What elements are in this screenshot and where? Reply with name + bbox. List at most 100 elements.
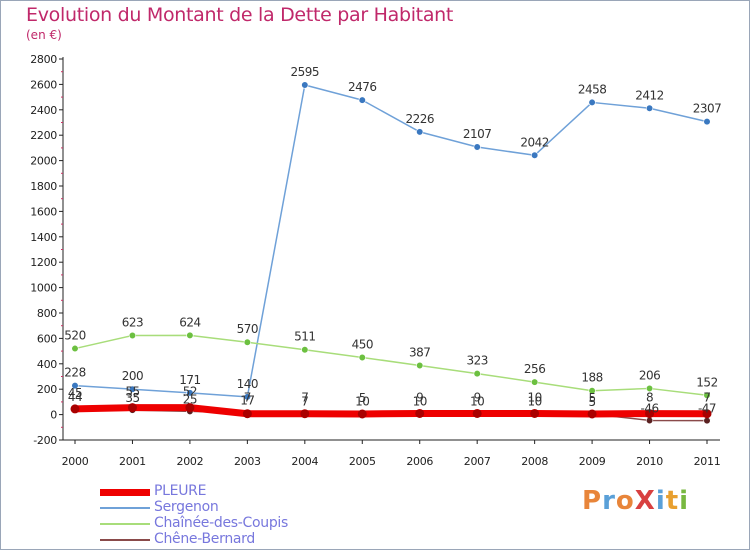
series-line-pleure xyxy=(71,404,711,418)
data-label-chainee-des-coupis: 511 xyxy=(294,330,315,344)
data-label-pleure: 9 xyxy=(416,390,423,404)
y-tick-label: 200 xyxy=(37,383,57,396)
legend-swatch xyxy=(100,523,150,525)
data-label-sergenon: 2107 xyxy=(463,127,492,141)
y-tick-label: 1200 xyxy=(30,256,57,269)
data-point-chainee-des-coupis xyxy=(531,378,539,386)
data-point-chainee-des-coupis xyxy=(243,338,251,346)
data-point-chainee-des-coupis xyxy=(645,384,654,393)
data-point-chainee-des-coupis xyxy=(416,361,424,370)
data-label-sergenon: 2307 xyxy=(693,102,722,116)
legend-label: Chaînée-des-Coupis xyxy=(154,515,288,531)
legend-label: PLEURE xyxy=(154,483,207,499)
data-label-pleure: 5 xyxy=(359,391,366,405)
data-point-sergenon xyxy=(243,393,251,401)
logo-letter: i xyxy=(679,486,690,516)
x-tick-label: 2008 xyxy=(521,455,548,468)
data-point-chainee-des-coupis xyxy=(71,344,79,353)
data-point-pleure xyxy=(530,408,540,418)
data-point-chainee-des-coupis xyxy=(473,369,481,378)
data-label-chainee-des-coupis: 623 xyxy=(122,315,143,329)
line-chart: -200 0 200 400 600 800 1000 1200 1400 1600 1800 200… xyxy=(30,53,722,468)
chart-subtitle: (en €) xyxy=(26,28,62,42)
logo-letter: o xyxy=(615,486,635,516)
data-point-chainee-des-coupis xyxy=(128,331,137,340)
logo-letter: i xyxy=(655,486,666,516)
data-point-pleure xyxy=(357,409,367,419)
logo-letter: r xyxy=(602,486,616,516)
data-point-pleure xyxy=(70,404,80,414)
x-tick-label: 2011 xyxy=(694,455,721,468)
data-point-sergenon xyxy=(301,81,309,89)
data-label-chainee-des-coupis: 152 xyxy=(696,375,717,389)
data-point-sergenon xyxy=(473,143,481,151)
data-label-chene-bernard: -46 xyxy=(640,401,658,415)
x-tick-label: 2010 xyxy=(636,455,663,468)
data-point-chainee-des-coupis xyxy=(703,391,711,399)
legend-item-pleure: PLEURE xyxy=(100,483,360,500)
data-point-pleure xyxy=(127,403,137,413)
data-label-chene-bernard: -47 xyxy=(698,402,716,416)
data-label-chainee-des-coupis: 450 xyxy=(352,337,373,351)
data-label-sergenon: 2412 xyxy=(635,88,664,102)
data-point-chainee-des-coupis xyxy=(186,331,194,339)
data-point-sergenon xyxy=(71,382,79,390)
data-label-chene-bernard: 17 xyxy=(240,393,254,407)
data-point-chainee-des-coupis xyxy=(588,387,596,395)
data-point-pleure xyxy=(185,403,195,413)
data-label-sergenon: 2042 xyxy=(520,135,549,149)
y-tick-label: 2400 xyxy=(30,104,57,117)
data-label-pleure: 7 xyxy=(301,391,308,405)
data-label-pleure: 55 xyxy=(125,385,139,399)
y-tick-label: 400 xyxy=(37,358,57,371)
data-label-chainee-des-coupis: 256 xyxy=(524,362,545,376)
data-label-pleure: 52 xyxy=(183,385,197,399)
x-tick-label: 2006 xyxy=(406,455,433,468)
data-label-chainee-des-coupis: 206 xyxy=(639,368,660,382)
data-label-chainee-des-coupis: 188 xyxy=(581,371,602,385)
data-label-chene-bernard: 25 xyxy=(183,392,197,406)
legend-label: Chêne-Bernard xyxy=(154,531,255,547)
data-label-chene-bernard: 44 xyxy=(68,390,82,404)
data-label-sergenon: 2595 xyxy=(291,65,320,79)
data-label-chene-bernard: 10 xyxy=(527,394,541,408)
data-label-pleure: 7 xyxy=(244,391,251,405)
logo-letter: P xyxy=(582,486,603,516)
data-point-pleure xyxy=(300,409,310,419)
data-point-chainee-des-coupis xyxy=(358,353,366,362)
data-point-chene-bernard xyxy=(703,416,711,425)
data-label-sergenon: 140 xyxy=(237,377,258,391)
y-tick-label: 1800 xyxy=(30,180,57,193)
data-label-sergenon: 2226 xyxy=(405,112,434,126)
data-label-chene-bernard: 10 xyxy=(413,394,427,408)
data-point-pleure xyxy=(645,409,655,419)
data-point-sergenon xyxy=(186,389,194,397)
y-tick-label: 1600 xyxy=(30,205,57,218)
legend-label: Sergenon xyxy=(154,499,219,515)
data-label-chainee-des-coupis: 570 xyxy=(237,322,258,336)
legend-item-chainee-des-coupis: Chaînée-des-Coupis xyxy=(100,515,360,532)
proxiti-logo: ProXiti xyxy=(582,486,689,516)
x-tick-label: 2005 xyxy=(349,455,376,468)
legend-item-sergenon: Sergenon xyxy=(100,499,360,516)
data-label-chene-bernard: 35 xyxy=(125,391,139,405)
data-label-pleure: 5 xyxy=(589,391,596,405)
data-label-pleure: 10 xyxy=(527,390,541,404)
x-tick-label: 2000 xyxy=(62,455,89,468)
y-tick-label: 600 xyxy=(37,332,57,345)
chart-title: Evolution du Montant de la Dette par Hab… xyxy=(26,4,454,26)
data-point-sergenon xyxy=(531,151,539,159)
legend-swatch xyxy=(100,488,150,496)
y-tick-label: 1000 xyxy=(30,282,57,295)
data-point-sergenon xyxy=(645,104,654,112)
data-label-sergenon: 200 xyxy=(122,369,143,383)
data-point-pleure xyxy=(587,409,597,419)
y-tick-label: 2200 xyxy=(30,129,57,142)
series-line-chainee-des-coupis xyxy=(74,334,708,397)
y-tick-label: -200 xyxy=(33,434,57,447)
data-label-chene-bernard: 5 xyxy=(589,395,596,409)
data-point-sergenon xyxy=(416,128,424,136)
data-label-chene-bernard: 10 xyxy=(470,394,484,408)
data-label-chene-bernard: 10 xyxy=(355,394,369,408)
x-tick-label: 2009 xyxy=(579,455,606,468)
